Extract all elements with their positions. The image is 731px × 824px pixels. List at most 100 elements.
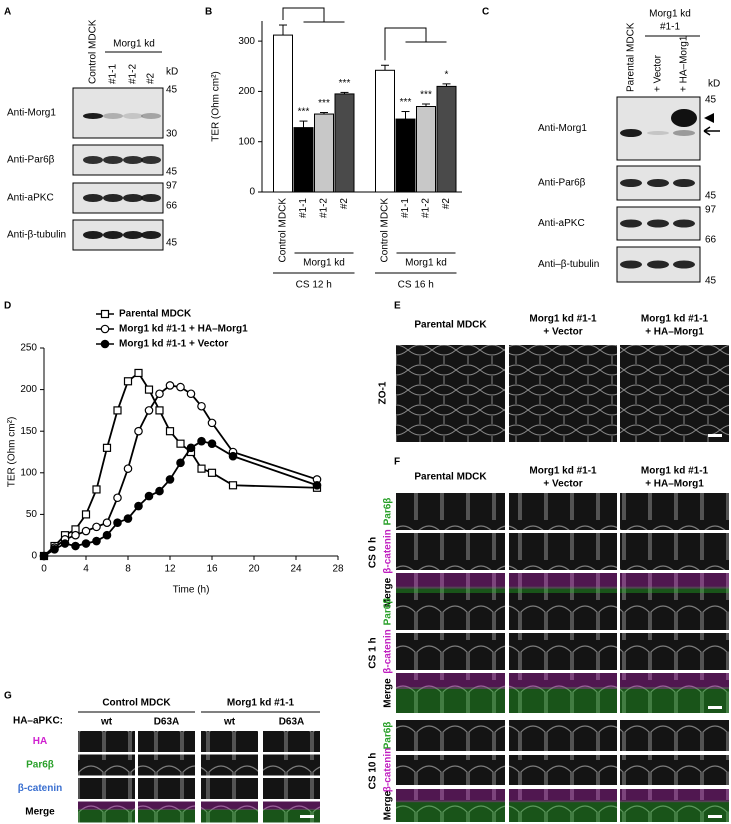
row-label: ZO-1 (378, 381, 389, 404)
micrograph-texture (78, 778, 135, 799)
mw-marker: 45 (166, 85, 178, 96)
column-label: Parental MDCK (414, 472, 487, 483)
bar (293, 127, 314, 193)
micrograph-texture (509, 755, 617, 785)
micrograph-texture (396, 633, 505, 670)
micrograph-texture (201, 778, 258, 799)
micrograph-texture (509, 593, 617, 630)
point (123, 464, 133, 473)
row-label: Anti-aPKC (7, 193, 54, 204)
row-label: Merge (25, 807, 55, 818)
y-axis-label: TER (Ohm cm²) (211, 71, 222, 142)
band (647, 179, 669, 187)
lane-label: + HA–Morg1 (679, 35, 690, 92)
construct-label: HA–aPKC: (13, 716, 63, 727)
micrograph-texture (138, 778, 195, 799)
column-label: Morg1 kd #1-1 (641, 466, 709, 477)
micrograph-texture (396, 493, 505, 530)
merge-magenta (620, 789, 729, 803)
micrograph-texture (78, 754, 135, 776)
point (39, 551, 49, 561)
point (71, 541, 80, 551)
x-tick-label: 4 (83, 564, 89, 575)
row-label: Merge (383, 577, 394, 607)
y-tick-label: 50 (26, 509, 38, 520)
legend-label: Morg1 kd #1-1 + Vector (119, 339, 228, 350)
band (103, 113, 123, 119)
point (123, 377, 133, 386)
band (83, 156, 103, 164)
point (207, 418, 217, 428)
point (197, 436, 206, 446)
point (176, 382, 185, 392)
mw-marker: 45 (166, 167, 178, 178)
band (673, 179, 695, 187)
band (83, 194, 103, 202)
column-label: + Vector (543, 479, 582, 490)
band (647, 219, 669, 228)
point (144, 385, 154, 394)
group-label: CS 16 h (398, 280, 434, 291)
legend-label: Morg1 kd #1-1 + HA–Morg1 (119, 324, 248, 335)
micrograph-texture (509, 493, 617, 530)
band (647, 260, 669, 269)
merge-magenta (509, 789, 617, 803)
micrograph-texture (263, 754, 320, 776)
point (113, 518, 122, 528)
merge-magenta (509, 573, 617, 589)
x-tick-label: 24 (290, 564, 302, 575)
point (228, 451, 238, 461)
mw-marker: 66 (705, 235, 717, 246)
micrograph-texture (138, 731, 195, 752)
point (123, 514, 133, 523)
legend-marker (100, 324, 110, 334)
row-label: Par6β (26, 760, 54, 771)
row-label: Anti-aPKC (538, 218, 585, 229)
scale-bar (708, 706, 722, 709)
point (176, 439, 185, 448)
micrograph-texture (509, 720, 617, 751)
column-label: wt (100, 717, 113, 728)
point (102, 443, 112, 452)
row-label: β-catenin (383, 748, 394, 792)
significance: *** (339, 78, 351, 89)
band (83, 231, 103, 239)
row-label: HA (33, 736, 47, 747)
column-label: + HA–Morg1 (645, 479, 704, 490)
micrograph-texture (509, 789, 617, 822)
panel-letter: A (4, 7, 11, 18)
x-tick-label: #1-1 (298, 198, 309, 218)
mw-marker: 45 (705, 95, 717, 106)
point (102, 530, 112, 540)
point (165, 427, 175, 436)
micrograph-texture (509, 533, 617, 570)
column-label: wt (223, 717, 236, 728)
point (81, 526, 91, 536)
micrograph-texture (201, 801, 258, 823)
lane-label: #2 (146, 72, 157, 84)
group-label: CS 0 h (368, 537, 379, 568)
band (123, 194, 143, 202)
x-tick-label: #2 (339, 198, 350, 210)
micrograph-texture (201, 731, 258, 752)
point (102, 518, 112, 528)
point (113, 406, 122, 415)
micrograph-texture (620, 633, 729, 670)
merge-green (396, 800, 505, 822)
row-label: Par6β (383, 498, 394, 526)
x-tick-label: 20 (248, 564, 260, 575)
micrograph-texture (78, 731, 135, 752)
micrograph-texture (78, 801, 135, 823)
point (312, 480, 322, 490)
column-label: Parental MDCK (414, 320, 487, 331)
x-tick-label: 8 (125, 564, 131, 575)
row-label: Anti-Par6β (538, 178, 586, 189)
merge-green (138, 808, 195, 823)
micrograph-texture (396, 755, 505, 785)
column-label: Morg1 kd #1-1 (641, 314, 709, 325)
blot (72, 87, 164, 139)
micrograph-texture (201, 754, 258, 776)
point (155, 406, 164, 415)
y-tick-label: 200 (238, 86, 255, 97)
